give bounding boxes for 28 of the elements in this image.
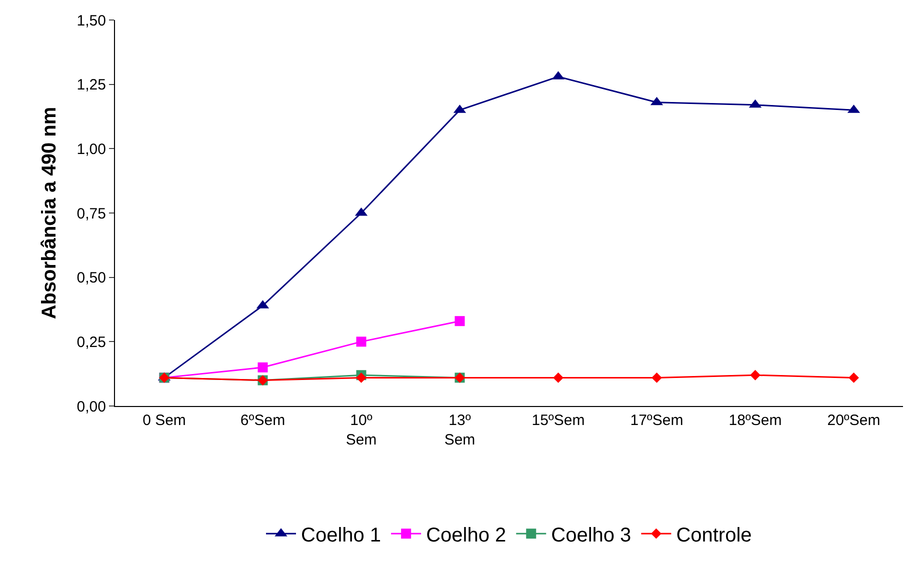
point	[454, 316, 465, 326]
legend-label: Controle	[676, 524, 752, 546]
y-tick-label: 0,75	[76, 205, 106, 222]
point	[356, 372, 366, 383]
point	[652, 372, 662, 383]
x-tick-label: 13º Sem	[444, 412, 476, 448]
y-axis-title: Absorbância a 490 nm	[38, 106, 60, 320]
point	[848, 372, 859, 383]
y-tick-label: 0,00	[76, 398, 106, 416]
point	[356, 336, 366, 347]
legend-label: Coelho 3	[551, 524, 632, 546]
y-tick-label: 0,25	[76, 334, 106, 351]
x-tick-label: 18ºSem	[728, 412, 782, 429]
x-tick-label: 15ºSem	[532, 412, 585, 429]
point	[553, 372, 564, 383]
x-tick-label: 6ºSem	[240, 412, 286, 429]
y-tick-label: 0,50	[76, 270, 106, 287]
y-tick-label: 1,25	[76, 76, 106, 94]
y-tick-label: 1,50	[76, 12, 106, 30]
x-tick-label: 0 Sem	[142, 412, 186, 429]
x-tick-label: 17ºSem	[630, 412, 684, 429]
legend-label: Coelho 2	[426, 524, 506, 546]
x-tick-label: 10º Sem	[346, 412, 377, 448]
point	[750, 370, 760, 380]
point	[258, 362, 268, 372]
legend-label: Coelho 1	[301, 524, 382, 546]
y-tick-label: 1,00	[76, 140, 106, 158]
x-tick-label: 20ºSem	[827, 412, 880, 429]
